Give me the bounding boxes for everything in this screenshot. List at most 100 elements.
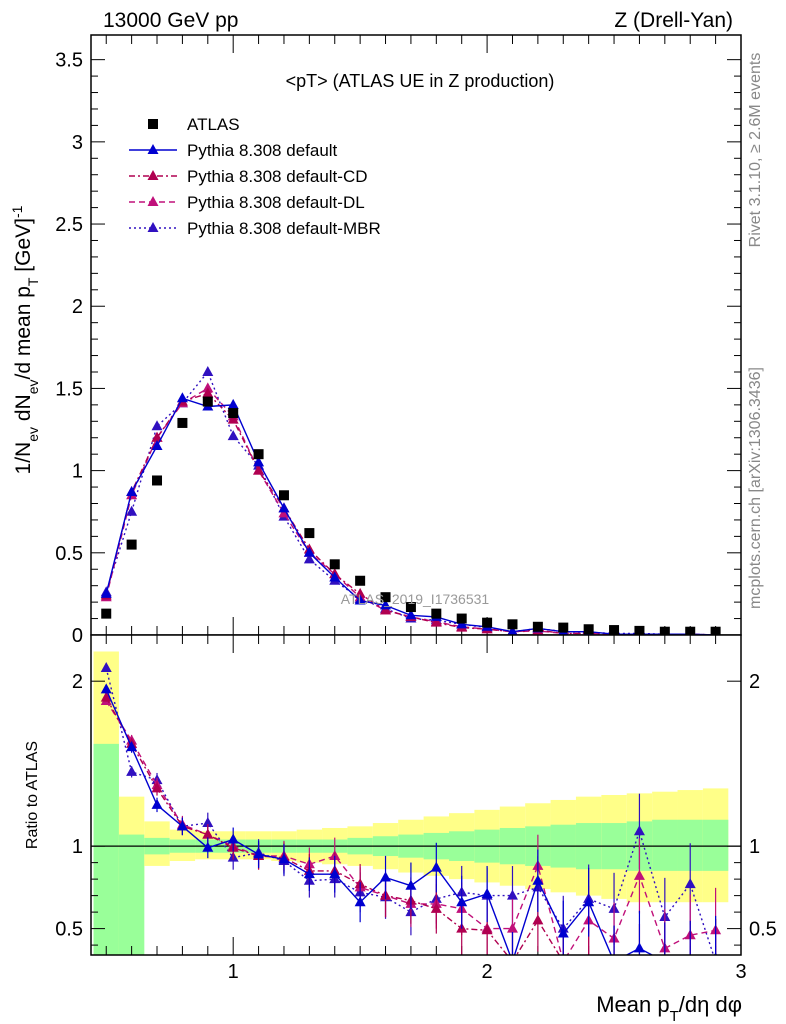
main-series-cd-point xyxy=(253,464,265,475)
ratio-ylabel: Ratio to ATLAS xyxy=(24,741,41,849)
ratio-ytick-label-right: 1 xyxy=(749,836,760,858)
main-series-atlas-point xyxy=(685,626,696,635)
ratio-band-inner xyxy=(652,819,678,871)
ratio-series-default-point xyxy=(532,874,544,885)
ratio-series-cd-point xyxy=(100,691,112,702)
header-right: Z (Drell-Yan) xyxy=(614,9,733,32)
main-series-atlas-point xyxy=(278,490,289,501)
ratio-series-default-point xyxy=(253,848,265,859)
ratio-ytick-label-right: 2 xyxy=(749,671,760,693)
main-series-atlas-point xyxy=(456,613,467,624)
mcplots-label: mcplots.cern.ch [arXiv:1306.3436] xyxy=(747,367,764,609)
main-series-atlas-point xyxy=(355,575,366,586)
ratio-series-default-point xyxy=(557,927,569,938)
main-series-cd-point xyxy=(151,431,163,442)
main-plot: 0 0.5 1 1.5 2 2.5 3 3.5 ATLAS_2019_I1736531 <pT… xyxy=(9,34,742,647)
ratio-ytick-label: 1 xyxy=(72,836,83,858)
main-series-atlas-point xyxy=(253,449,264,460)
xtick-label: 1 xyxy=(228,961,239,983)
main-series-atlas-point xyxy=(507,619,518,630)
ratio-series-default-point xyxy=(481,887,493,898)
ratio-plot: 0.5 0.5 1 1 2 2 1 2 3 Ratio to ATLAS xyxy=(24,634,777,983)
ratio-ytick-label: 2 xyxy=(72,671,83,693)
ratio-series-cd-point xyxy=(659,956,670,966)
main-series-cd-point xyxy=(227,413,239,424)
main-series-atlas-point xyxy=(431,608,442,619)
ratio-series-cd-point xyxy=(634,956,645,966)
ratio-series-default-point xyxy=(151,798,163,809)
ratio-series-default-point xyxy=(303,868,315,879)
main-series-atlas-point xyxy=(532,621,543,632)
ratio-series-dl-point xyxy=(506,922,518,933)
ratio-series-default-point xyxy=(405,879,417,890)
ratio-series-cd-point xyxy=(609,956,620,966)
legend-marker-atlas xyxy=(148,119,158,129)
ratio-series-default-point xyxy=(227,833,239,844)
legend-marker xyxy=(147,170,159,180)
main-ytick-label: 0 xyxy=(72,625,83,647)
x-axis-label: Mean pT/dη dφ xyxy=(596,992,742,1024)
main-series-cd-point xyxy=(430,616,442,627)
main-series-default-point xyxy=(380,599,392,610)
ratio-series-mbr-point xyxy=(202,817,214,828)
main-series-atlas-point xyxy=(710,626,721,635)
ratio-series-cd-point xyxy=(532,914,544,925)
ratio-series-mbr-point xyxy=(506,889,518,900)
main-series-cd-point xyxy=(354,587,366,598)
ratio-series-cd-point xyxy=(202,828,214,839)
ratio-series-default-point xyxy=(685,956,696,966)
main-series-atlas-point xyxy=(634,625,645,635)
ratio-series-default-point xyxy=(507,956,518,966)
main-ylabel: 1/Nev dNev/d mean pT [GeV]-1 xyxy=(9,205,41,474)
main-series-atlas-point xyxy=(126,539,137,550)
main-series-atlas-point xyxy=(202,396,213,407)
main-series-mbr-point xyxy=(126,505,138,516)
ratio-series-mbr-point xyxy=(710,956,721,966)
header-left: 13000 GeV pp xyxy=(103,9,238,32)
ratio-series-cd-point xyxy=(507,956,518,966)
ratio-series-default-point xyxy=(456,896,468,907)
main-series-default-point xyxy=(507,625,518,635)
legend-label: Pythia 8.308 default-MBR xyxy=(187,219,381,238)
ratio-ytick-label: 0.5 xyxy=(55,919,83,941)
ratio-series-default-point xyxy=(100,683,112,694)
main-series-default-point xyxy=(227,398,239,409)
ratio-series-default-point xyxy=(633,942,645,953)
main-ytick-label: 1 xyxy=(72,461,83,483)
main-series-atlas-point xyxy=(609,625,620,635)
xtick-label: 3 xyxy=(735,961,746,983)
main-series-atlas-point xyxy=(583,624,594,635)
main-series-default-point xyxy=(303,546,315,557)
main-ytick-label: 0.5 xyxy=(55,543,83,565)
ratio-series-mbr-point xyxy=(126,765,138,776)
main-series-cd-point xyxy=(202,387,214,398)
legend-marker xyxy=(147,196,159,206)
ratio-series-cd-point xyxy=(151,782,163,793)
main-series-default-point xyxy=(405,609,417,620)
ratio-band-inner xyxy=(702,819,729,871)
legend-label: ATLAS xyxy=(187,115,240,134)
ratio-series-cd-point xyxy=(481,924,493,935)
main-frame xyxy=(90,34,742,636)
main-series-atlas-point xyxy=(228,408,239,419)
main-series-atlas-point xyxy=(482,617,493,628)
ratio-band-inner xyxy=(118,834,145,955)
ratio-series-cd-point xyxy=(558,956,569,966)
main-series-default-point xyxy=(126,485,138,496)
ratio-ytick-label-right: 0.5 xyxy=(749,919,777,941)
ratio-series-default-point xyxy=(176,820,188,831)
xtick-label: 2 xyxy=(482,961,493,983)
rivet-label: Rivet 3.1.10, ≥ 2.6M events xyxy=(747,53,764,248)
ratio-series-cd-point xyxy=(710,956,721,966)
main-series-mbr-point xyxy=(202,365,214,376)
main-series-mbr-point xyxy=(227,430,239,441)
main-series-default-point xyxy=(329,571,341,582)
main-ytick-label: 2 xyxy=(72,296,83,318)
main-series-default-point xyxy=(151,439,163,450)
ratio-series-default-point xyxy=(609,956,620,966)
main-series-default-point xyxy=(100,587,112,598)
ratio-series-default-point xyxy=(583,896,595,907)
main-ytick-label: 1.5 xyxy=(55,378,83,400)
ratio-series-cd-point xyxy=(583,956,594,966)
ratio-series-dl-point xyxy=(633,869,645,880)
